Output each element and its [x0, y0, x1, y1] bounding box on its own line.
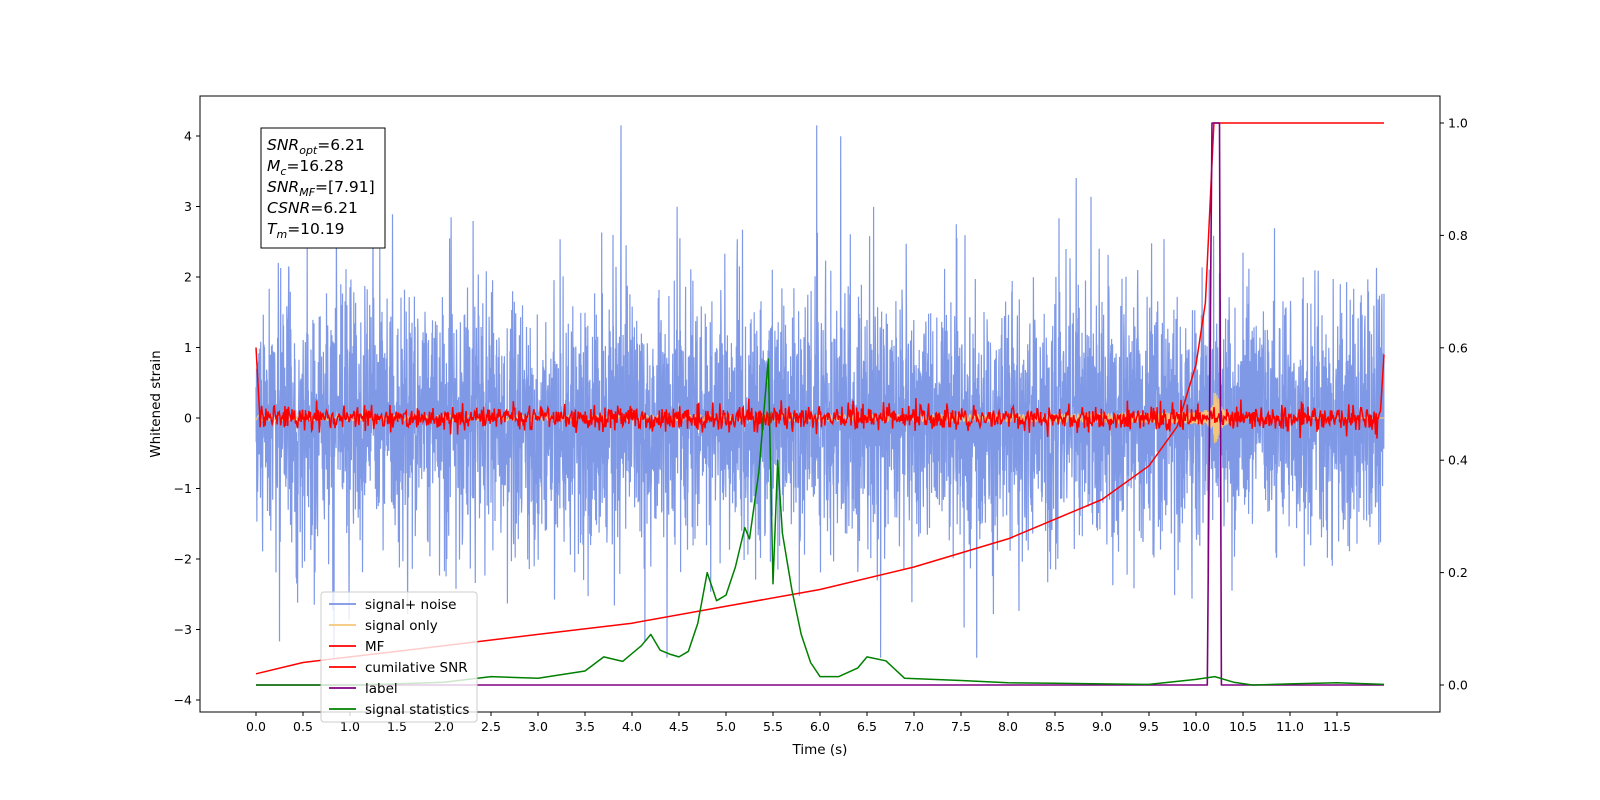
y-tick-label: 0	[184, 411, 192, 426]
y-axis-right: 1.0 0.8 0.6 0.4 0.2 0.0	[1440, 116, 1468, 693]
y2-tick-label: 0.2	[1448, 565, 1468, 580]
y-tick-label: −1	[174, 481, 192, 496]
x-tick-label: 1.5	[387, 719, 407, 734]
legend-entry: signal statistics	[365, 702, 469, 718]
y2-tick-label: 0.8	[1448, 228, 1468, 243]
x-tick-label: 3.0	[528, 719, 548, 734]
x-tick-label: 7.5	[951, 719, 971, 734]
x-tick-label: 8.0	[998, 719, 1018, 734]
y-tick-label: 4	[184, 129, 192, 144]
x-tick-label: 10.0	[1182, 719, 1210, 734]
legend-entry: cumilative SNR	[365, 660, 468, 676]
x-tick-label: 8.5	[1045, 719, 1065, 734]
x-tick-label: 9.5	[1139, 719, 1159, 734]
x-tick-label: 11.5	[1323, 719, 1351, 734]
annotation-line: SNRopt=6.21	[267, 136, 365, 157]
legend-frame	[320, 591, 478, 723]
y2-tick-label: 1.0	[1448, 116, 1468, 131]
y-tick-label: 2	[184, 270, 192, 285]
x-tick-label: 2.0	[434, 719, 454, 734]
y2-tick-label: 0.0	[1448, 678, 1468, 693]
x-tick-label: 6.5	[857, 719, 877, 734]
x-tick-label: 2.5	[481, 719, 501, 734]
x-tick-label: 6.0	[810, 719, 830, 734]
legend: signal+ noise signal only MF cumilative SNR…	[320, 591, 478, 723]
annotation-frame	[260, 127, 386, 249]
y-tick-label: −3	[174, 622, 192, 637]
x-tick-label: 0.5	[293, 719, 313, 734]
legend-entry: signal+ noise	[365, 597, 456, 613]
x-tick-label: 5.5	[763, 719, 783, 734]
y-tick-label: −4	[174, 693, 192, 708]
x-tick-label: 1.0	[340, 719, 360, 734]
series-signal-statistics	[256, 358, 1385, 686]
annotation-line: Tm=10.19	[267, 220, 345, 241]
y-tick-label: 3	[184, 199, 192, 214]
annotation-line: CSNR=6.21	[267, 199, 358, 217]
annotation-line: Mc=16.28	[267, 157, 344, 178]
legend-entry: signal only	[365, 618, 438, 634]
series-signal-noise	[255, 125, 1385, 658]
y-tick-label: −2	[174, 552, 192, 567]
y2-tick-label: 0.4	[1448, 453, 1468, 468]
x-tick-label: 9.0	[1092, 719, 1112, 734]
annotation-line: SNRMF=[7.91]	[267, 178, 375, 199]
x-axis: 0.0 0.5 1.0 1.5 2.0 2.5 3.0 3.5 4.0 4.5 5.0 5.5 6.0 6…	[246, 712, 1351, 734]
legend-entry: label	[365, 681, 398, 697]
y-axis-label: Whitened strain	[148, 350, 164, 457]
x-tick-label: 4.0	[622, 719, 642, 734]
x-tick-label: 5.0	[716, 719, 736, 734]
x-tick-label: 11.0	[1276, 719, 1304, 734]
x-tick-label: 7.0	[904, 719, 924, 734]
x-tick-label: 3.5	[575, 719, 595, 734]
x-tick-label: 0.0	[246, 719, 266, 734]
x-tick-label: 4.5	[669, 719, 689, 734]
y-tick-label: 1	[184, 340, 192, 355]
x-axis-label: Time (s)	[792, 742, 848, 758]
y2-tick-label: 0.6	[1448, 340, 1468, 355]
series-mf	[255, 347, 1385, 439]
x-tick-label: 10.5	[1229, 719, 1257, 734]
annotation-box: SNRopt=6.21Mc=16.28SNRMF=[7.91]CSNR=6.21…	[260, 127, 386, 249]
y-axis-left: 4 3 2 1 0 −1 −2 −3 −4	[174, 129, 200, 708]
legend-entry: MF	[365, 639, 384, 655]
